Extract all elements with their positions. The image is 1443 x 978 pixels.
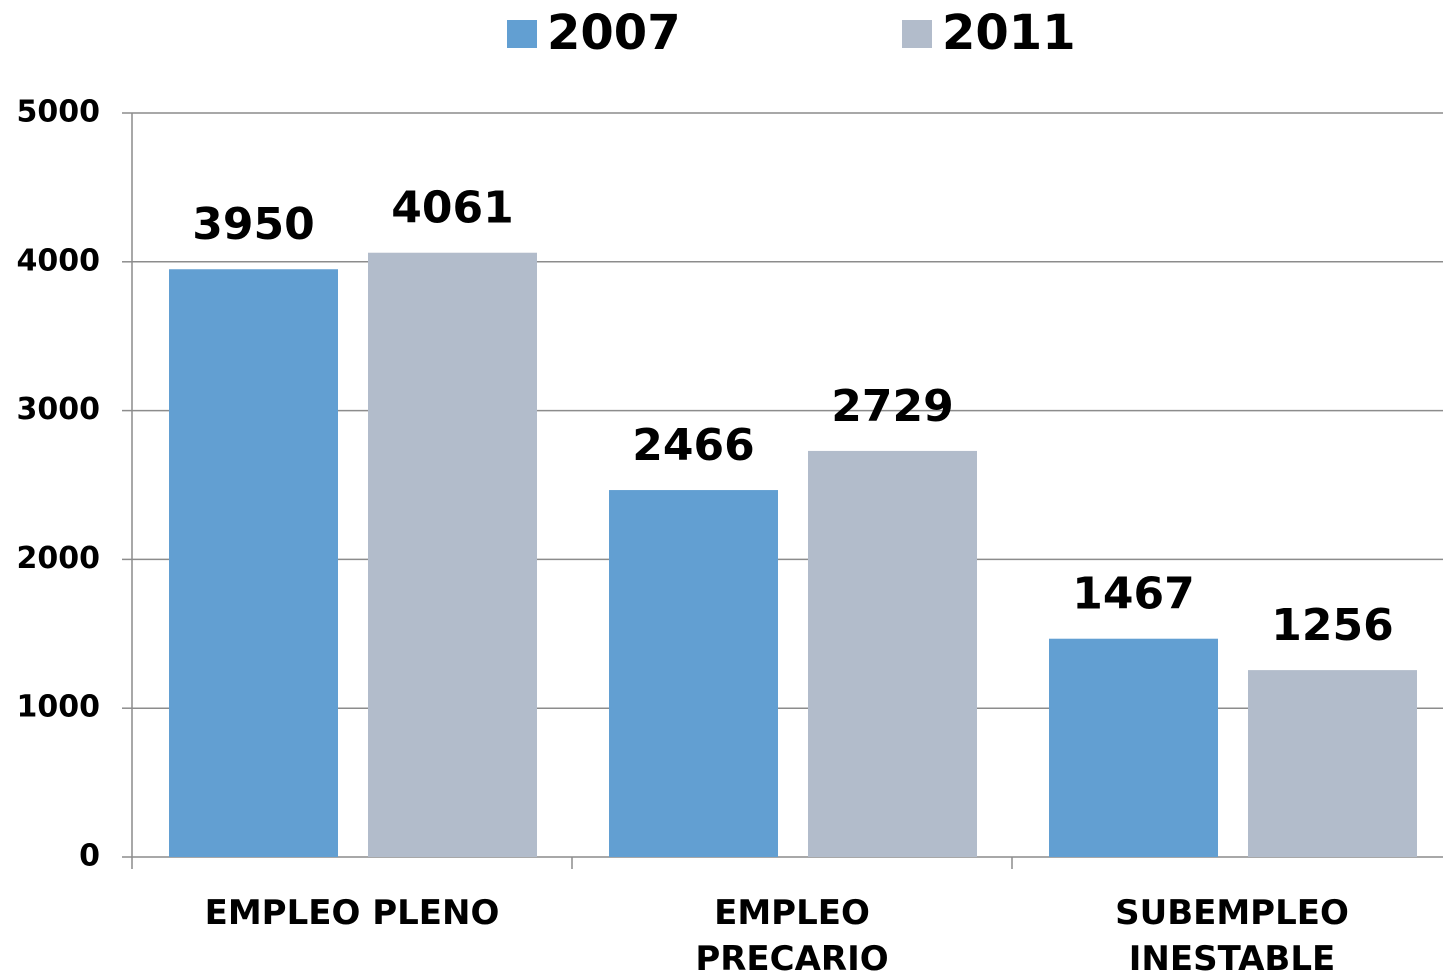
bar xyxy=(368,252,537,857)
legend-swatch xyxy=(902,20,932,48)
y-tick-label: 0 xyxy=(79,839,100,874)
value-label: 2729 xyxy=(831,381,953,432)
y-tick-label: 3000 xyxy=(17,392,101,427)
value-label: 1467 xyxy=(1072,569,1194,620)
value-label: 3950 xyxy=(192,199,314,250)
bar xyxy=(1049,638,1218,857)
x-tick-label: EMPLEO PLENO xyxy=(204,893,500,933)
bar xyxy=(169,269,338,857)
y-tick-label: 4000 xyxy=(17,243,101,278)
y-tick-label: 5000 xyxy=(17,95,101,130)
value-label: 2466 xyxy=(632,420,754,471)
y-tick-label: 1000 xyxy=(17,690,101,725)
x-tick-label: EMPLEO PRECARIO xyxy=(695,893,889,978)
legend-swatch xyxy=(507,20,537,48)
legend-label: 2011 xyxy=(942,5,1076,61)
legend-label: 2007 xyxy=(547,5,681,61)
bar xyxy=(1248,670,1417,857)
bar xyxy=(609,490,778,857)
value-label: 1256 xyxy=(1271,600,1393,651)
y-tick-label: 2000 xyxy=(17,541,101,576)
value-label: 4061 xyxy=(391,183,513,234)
x-tick-label: SUBEMPLEO INESTABLE xyxy=(1115,893,1349,978)
bar xyxy=(808,450,977,857)
